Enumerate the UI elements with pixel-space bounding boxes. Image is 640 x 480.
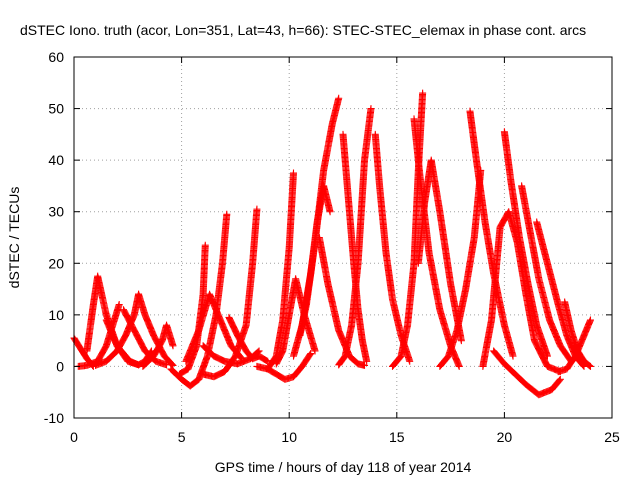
data-point	[307, 350, 315, 358]
data-series	[339, 130, 371, 365]
data-point	[311, 347, 319, 355]
data-series	[199, 342, 263, 368]
y-tick-label: 40	[48, 152, 64, 168]
data-point	[363, 357, 371, 365]
y-tick-label: 0	[56, 358, 64, 374]
data-point	[326, 208, 334, 216]
x-tick-label: 5	[178, 429, 186, 445]
x-tick-label: 10	[281, 429, 297, 445]
data-series	[119, 306, 171, 369]
data-point	[455, 362, 463, 370]
x-tick-label: 15	[389, 429, 405, 445]
y-tick-label: 10	[48, 307, 64, 323]
data-series	[225, 313, 272, 365]
data-series	[264, 350, 315, 383]
data-series	[139, 321, 177, 370]
data-point	[367, 105, 375, 113]
data-point	[335, 94, 343, 102]
data-series	[490, 347, 564, 399]
data-point	[457, 337, 465, 345]
data-point	[169, 342, 177, 350]
grid-lines	[74, 57, 612, 418]
data-point	[290, 169, 298, 177]
data-series	[315, 234, 369, 369]
x-tick-label: 20	[497, 429, 513, 445]
x-tick-label: 25	[604, 429, 620, 445]
data-series	[500, 128, 551, 360]
x-tick-label: 0	[70, 429, 78, 445]
data-series	[371, 130, 414, 365]
data-point	[306, 351, 314, 359]
data-point	[223, 210, 231, 218]
data-series	[436, 166, 485, 370]
data-point	[361, 361, 369, 369]
y-tick-label: 60	[48, 49, 64, 65]
data-series	[253, 169, 298, 373]
y-tick-label: 20	[48, 255, 64, 271]
data-point	[509, 352, 517, 360]
data-series	[182, 290, 246, 365]
data-point	[263, 357, 271, 365]
y-tick-label: 30	[48, 204, 64, 220]
data-points	[70, 89, 594, 399]
y-tick-label: -10	[44, 410, 64, 426]
y-tick-label: 50	[48, 101, 64, 117]
data-point	[201, 241, 209, 249]
chart-title: dSTEC Iono. truth (acor, Lon=351, Lat=43…	[20, 22, 586, 38]
data-point	[253, 205, 261, 213]
data-point	[419, 89, 427, 97]
data-point	[406, 357, 414, 365]
x-axis-title: GPS time / hours of day 118 of year 2014	[215, 459, 472, 475]
data-point	[115, 301, 123, 309]
y-axis-title: dSTEC / TECUs	[6, 187, 22, 289]
